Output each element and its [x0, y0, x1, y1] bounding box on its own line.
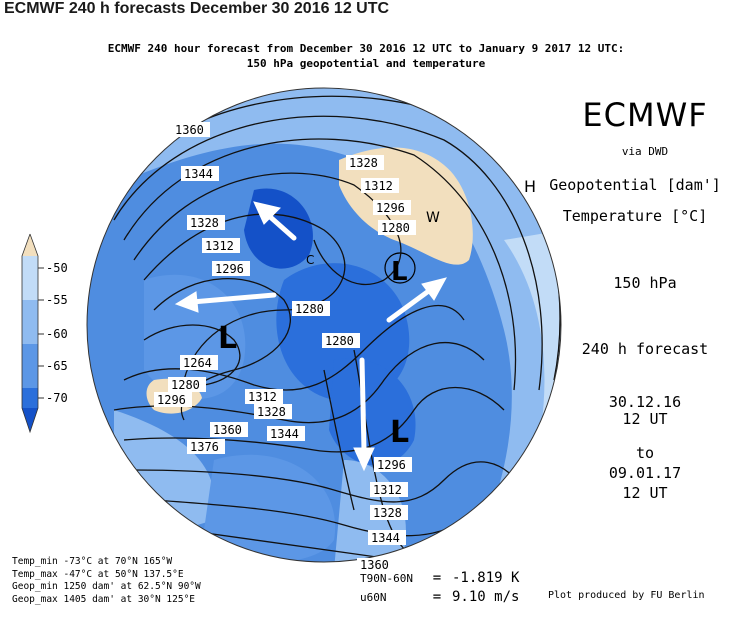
svg-text:1280: 1280 [171, 378, 200, 392]
geopotential-label: 1280 [292, 301, 330, 316]
index-value-wind: 9.10 m/s [452, 589, 520, 605]
svg-text:1344: 1344 [270, 427, 299, 441]
geopotential-label: 1328 [370, 505, 408, 520]
colorbar-segment [22, 388, 38, 408]
colorbar-segment [22, 256, 38, 300]
index-label-temperature: T90N-60N [360, 572, 413, 585]
colorbar-segment [22, 344, 38, 388]
brand-logo-text: ECMWF [582, 96, 708, 134]
stat-temp-max: Temp_max -47°C at 50°N 137.5°E [12, 568, 184, 580]
low-pressure-center: L [390, 415, 409, 450]
high-pressure-center: H [524, 177, 537, 196]
warm-center-marker: W [426, 210, 440, 226]
svg-text:1264: 1264 [183, 356, 212, 370]
extrema-stats: Temp_min -73°C at 70°N 165°W Temp_max -4… [12, 556, 201, 606]
geopotential-label: 1344 [368, 530, 406, 545]
geopotential-label: 1328 [346, 155, 384, 170]
svg-text:1344: 1344 [371, 531, 400, 545]
geopotential-label: 1296 [154, 392, 192, 407]
valid-start-time: 12 UT [622, 410, 668, 428]
svg-text:1280: 1280 [295, 302, 324, 316]
circulation-indices: T90N-60N = -1.819 K u60N = 9.10 m/s [360, 570, 520, 605]
geopotential-label: 1312 [202, 238, 240, 253]
svg-text:1296: 1296 [215, 262, 244, 276]
colorbar-segment [22, 300, 38, 344]
svg-text:1296: 1296 [157, 393, 186, 407]
colorbar-label: -55 [46, 293, 68, 307]
geopotential-label: 1328 [254, 404, 292, 419]
svg-text:1376: 1376 [190, 440, 219, 454]
geopotential-label: 1312 [361, 178, 399, 193]
geopotential-label: 1264 [180, 355, 218, 370]
map-subtitle-line2: 150 hPa geopotential and temperature [246, 57, 486, 70]
cold-center-marker: C [306, 253, 314, 267]
polar-forecast-map: 1360 1344 1328 1312 1296 1328 1312 1296 … [86, 87, 562, 570]
index-value-temperature: -1.819 K [452, 570, 520, 586]
plot-credit: Plot produced by FU Berlin [548, 590, 705, 601]
colorbar-segment-warm [22, 234, 38, 256]
parameter-temperature: Temperature [°C] [562, 207, 708, 225]
colorbar-label: -65 [46, 359, 68, 373]
geopotential-label: 1312 [245, 389, 283, 404]
svg-text:1312: 1312 [373, 483, 402, 497]
svg-text:1280: 1280 [325, 334, 354, 348]
svg-text:1328: 1328 [190, 216, 219, 230]
index-label-wind: u60N [360, 591, 387, 604]
svg-text:1296: 1296 [376, 201, 405, 215]
stat-temp-min: Temp_min -73°C at 70°N 165°W [12, 556, 173, 567]
geopotential-label: 1312 [370, 482, 408, 497]
svg-text:1312: 1312 [248, 390, 277, 404]
svg-text:1280: 1280 [381, 221, 410, 235]
colorbar-label: -60 [46, 327, 68, 341]
geopotential-label: 1296 [212, 261, 250, 276]
svg-text:1328: 1328 [257, 405, 286, 419]
forecast-range: 240 h forecast [581, 340, 709, 358]
svg-text:1312: 1312 [205, 239, 234, 253]
colorbar-label: -50 [46, 261, 68, 275]
geopotential-label: 1360 [172, 122, 210, 137]
geopotential-label: 1280 [322, 333, 360, 348]
geopotential-label: 1344 [267, 426, 305, 441]
geopotential-label: 1344 [181, 166, 219, 181]
geopotential-label: 1280 [378, 220, 416, 235]
svg-text:1360: 1360 [213, 423, 242, 437]
valid-end-time: 12 UT [622, 484, 668, 502]
parameter-geopotential: Geopotential [dam'] [549, 176, 721, 194]
pressure-level: 150 hPa [613, 274, 677, 292]
colorbar-segment-cold [22, 408, 38, 432]
low-pressure-center: L [391, 257, 408, 287]
stat-geop-max: Geop_max 1405 dam' at 30°N 125°E [12, 593, 196, 605]
svg-text:1296: 1296 [377, 458, 406, 472]
valid-separator: to [635, 444, 655, 462]
source-label: via DWD [621, 145, 669, 158]
svg-text:1312: 1312 [364, 179, 393, 193]
colorbar-label: -70 [46, 391, 68, 405]
low-pressure-center: L [218, 321, 237, 356]
stat-geop-min: Geop_min 1250 dam' at 62.5°N 90°W [12, 581, 201, 592]
map-subtitle-line1: ECMWF 240 hour forecast from December 30… [107, 42, 625, 55]
geopotential-label: 1296 [373, 200, 411, 215]
geopotential-label: 1360 [357, 558, 395, 570]
svg-text:1360: 1360 [360, 558, 389, 570]
svg-text:1344: 1344 [184, 167, 213, 181]
svg-text:1360: 1360 [175, 123, 204, 137]
temperature-colorbar: -50 -55 -60 -65 -70 [21, 233, 68, 434]
page-title: ECMWF 240 h forecasts December 30 2016 1… [4, 0, 390, 17]
geopotential-label: 1296 [374, 457, 412, 472]
geopotential-label: 1360 [210, 422, 248, 437]
geopotential-label: 1280 [168, 377, 206, 392]
valid-start-date: 30.12.16 [608, 393, 682, 411]
geopotential-label: 1376 [187, 439, 225, 454]
svg-text:1328: 1328 [349, 156, 378, 170]
svg-text:1328: 1328 [373, 506, 402, 520]
geopotential-label: 1328 [187, 215, 225, 230]
valid-end-date: 09.01.17 [608, 464, 682, 482]
